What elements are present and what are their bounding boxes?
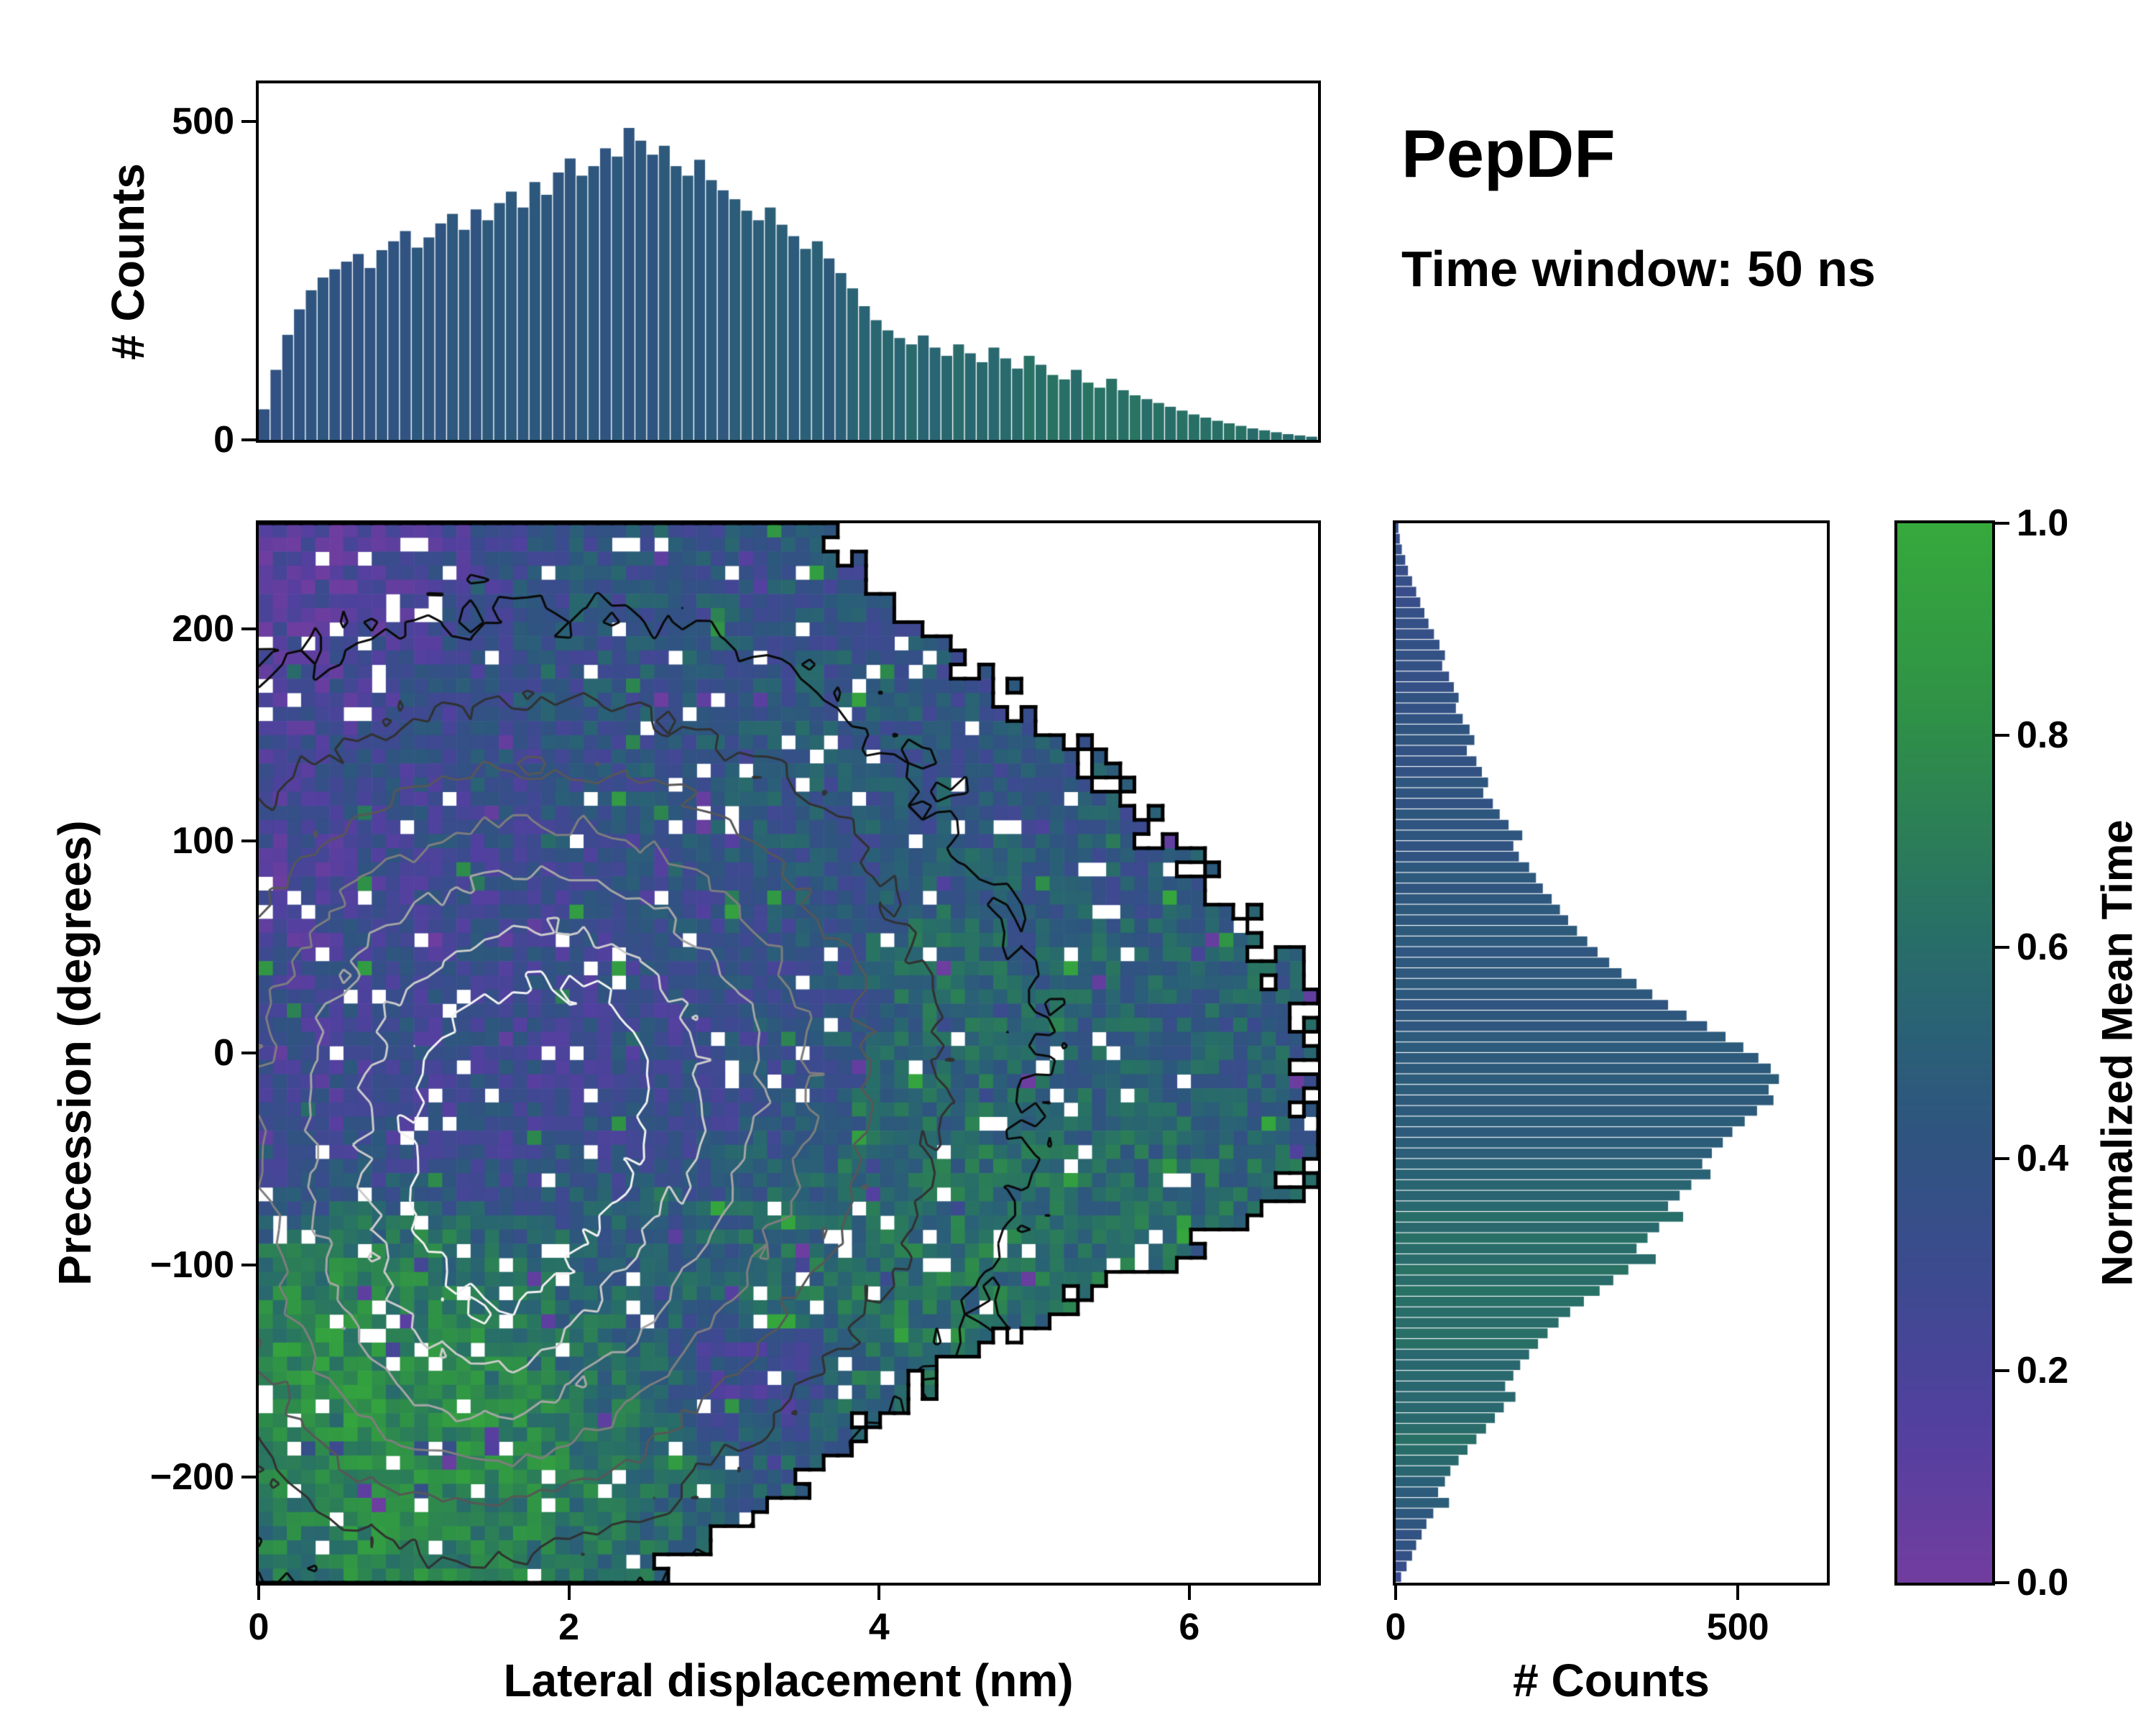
right-histogram-panel	[1393, 520, 1830, 1586]
top-ylabel: # Counts	[102, 163, 154, 360]
top-histogram-panel	[256, 80, 1321, 443]
figure-subtitle: Time window: 50 ns	[1401, 241, 1876, 297]
tick-mark	[241, 840, 256, 843]
tick-mark	[241, 120, 256, 124]
main-xlabel: Lateral displacement (nm)	[503, 1655, 1074, 1706]
tick-mark	[1995, 733, 2009, 737]
tick-mark	[1995, 945, 2009, 949]
tick-label: 0.8	[2017, 714, 2069, 756]
main-ylabel: Precession (degrees)	[49, 820, 101, 1286]
tick-label: 0	[213, 419, 234, 461]
tick-label: 0	[1385, 1606, 1406, 1648]
colorbar-label: Normalized Mean Time	[2093, 819, 2142, 1287]
tick-mark	[257, 1586, 260, 1600]
tick-mark	[1394, 1586, 1397, 1600]
tick-label: −200	[149, 1455, 234, 1498]
tick-mark	[241, 1263, 256, 1266]
tick-mark	[1995, 1369, 2009, 1373]
right-histogram-canvas	[1396, 523, 1827, 1583]
tick-label: 6	[1179, 1606, 1200, 1648]
tick-label: 0.0	[2017, 1562, 2069, 1604]
tick-label: 500	[1706, 1606, 1769, 1648]
tick-label: 4	[868, 1606, 890, 1648]
tick-mark	[877, 1586, 881, 1600]
tick-mark	[241, 627, 256, 631]
tick-mark	[241, 1052, 256, 1054]
colorbar	[1894, 520, 1995, 1586]
tick-mark	[1736, 1586, 1740, 1600]
tick-mark	[241, 1475, 256, 1478]
tick-mark	[1995, 1581, 2009, 1584]
tick-mark	[241, 438, 256, 441]
figure-title: PepDF	[1401, 116, 1616, 191]
tick-mark	[567, 1586, 571, 1600]
joint-heatmap-panel	[256, 520, 1321, 1586]
joint-heatmap-canvas	[259, 523, 1318, 1583]
tick-mark	[1995, 1157, 2009, 1161]
tick-label: 100	[172, 820, 234, 862]
right-xlabel: # Counts	[1513, 1655, 1710, 1706]
tick-label: 0	[213, 1032, 234, 1074]
tick-label: 2	[558, 1606, 580, 1648]
tick-mark	[1995, 522, 2009, 525]
tick-label: 200	[172, 608, 234, 650]
tick-label: 0.6	[2017, 926, 2069, 968]
title-block: PepDF Time window: 50 ns	[1401, 115, 1876, 298]
colorbar-canvas	[1897, 523, 1992, 1583]
top-histogram-canvas	[259, 83, 1318, 440]
tick-mark	[1187, 1586, 1191, 1600]
tick-label: 1.0	[2017, 502, 2069, 544]
tick-label: 0.2	[2017, 1350, 2069, 1392]
tick-label: 500	[172, 101, 234, 143]
tick-label: 0.4	[2017, 1138, 2069, 1180]
tick-label: 0	[248, 1606, 270, 1648]
tick-label: −100	[149, 1243, 234, 1286]
